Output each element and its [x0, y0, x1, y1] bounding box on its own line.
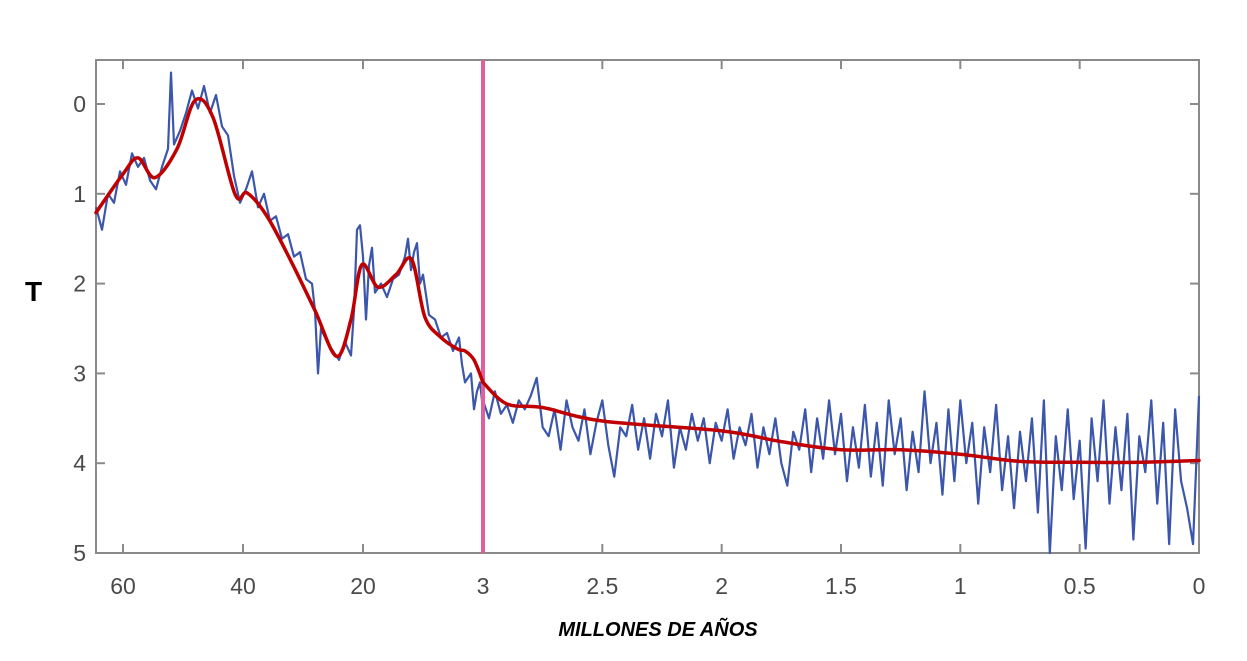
- x-tick-label: 2: [715, 573, 728, 599]
- x-tick-label: 60: [110, 573, 136, 599]
- raw-left-line: [94, 71, 485, 411]
- x-axis-label: MILLONES DE AÑOS: [558, 618, 758, 641]
- x-tick-label: 0.5: [1064, 573, 1096, 599]
- x-tick-label: 2.5: [586, 573, 618, 599]
- x-tick-label: 40: [230, 573, 256, 599]
- x-tick-label: 3: [477, 573, 490, 599]
- plot-frame: [95, 59, 1200, 554]
- x-tick-label: 0: [1193, 573, 1206, 599]
- x-tick-label: 1: [954, 573, 967, 599]
- y-tick-label: 3: [73, 360, 86, 386]
- y-axis-label: T: [25, 276, 42, 307]
- y-tick-label: 2: [73, 271, 86, 297]
- y-tick-label: 1: [73, 181, 86, 207]
- x-tick-label: 20: [350, 573, 376, 599]
- raw-right-line: [481, 376, 1201, 555]
- y-tick-label: 0: [73, 91, 86, 117]
- y-tick-label: 4: [73, 450, 86, 476]
- x-tick-label: 1.5: [825, 573, 857, 599]
- y-tick-label: 5: [73, 540, 86, 566]
- smooth-left-line: [94, 96, 485, 385]
- smooth-right-line: [481, 380, 1201, 465]
